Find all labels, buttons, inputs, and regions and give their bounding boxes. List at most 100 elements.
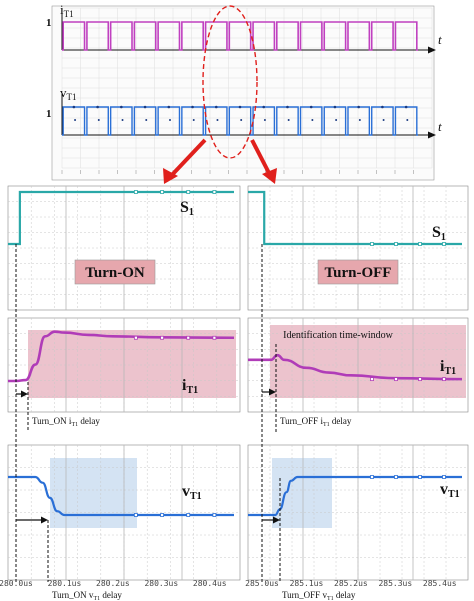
- overview-v-marker: [143, 105, 147, 109]
- trace-marker: [186, 335, 191, 340]
- overview-v-marker: [240, 119, 243, 121]
- turn-on-i-window: [28, 330, 236, 398]
- overview-v-marker: [97, 119, 100, 121]
- overview-v-marker: [145, 119, 148, 121]
- turn-off-i-delay-label: Turn_OFF iT1 delay: [280, 416, 352, 428]
- x-tick-label: 280.4us: [193, 579, 227, 588]
- detail-grids-overlay: [8, 186, 468, 580]
- overview-v-marker: [120, 105, 123, 109]
- overview-v-marker: [214, 105, 218, 109]
- turn-on-i-delay-label: Turn_ON iT1 delay: [32, 416, 100, 428]
- overview-time-ticks: [61, 170, 414, 174]
- x-tick-label: 285.4us: [423, 579, 457, 588]
- zoom-ellipse: [202, 5, 258, 159]
- turn-off-s1-label: S1: [432, 224, 446, 243]
- overview-v-ylabel: vT1: [60, 85, 77, 102]
- zoom-arrowhead-right: [262, 168, 277, 184]
- overview-v-marker: [286, 105, 289, 109]
- turn-on-v-delay-arrowhead: [41, 516, 48, 524]
- trace-marker: [186, 513, 191, 517]
- trace-marker: [370, 377, 374, 382]
- turn-off-vT1-trace: [248, 475, 463, 517]
- trace-marker: [442, 377, 446, 382]
- x-tick-label: 285.0us: [245, 579, 279, 588]
- turn-on-s1-label: S1: [180, 199, 194, 218]
- overview-v-marker: [262, 105, 266, 109]
- overview-v-marker: [192, 119, 195, 121]
- overview-v-marker: [309, 105, 313, 109]
- turn-off-v-delay-arrowhead: [273, 516, 280, 524]
- overview-v-marker: [263, 119, 266, 121]
- overview-frame: [51, 5, 435, 181]
- turn-on-v-label: vT1: [182, 483, 202, 502]
- overview-panel: iT1 1 t vT1 1 t: [46, 2, 442, 184]
- turn-off-label-box: [317, 259, 399, 285]
- trace-marker: [160, 513, 164, 517]
- overview-v-marker: [168, 119, 171, 121]
- overview-v-marker: [358, 119, 361, 121]
- overview-v-marker: [74, 119, 77, 121]
- turn-off-S1-trace: [248, 190, 462, 246]
- overview-i-ylabel: iT1: [60, 2, 74, 19]
- trace-marker: [418, 242, 422, 246]
- trace-marker: [186, 190, 191, 194]
- overview-v-marker: [406, 119, 409, 121]
- trace-marker: [418, 475, 422, 479]
- detail-waveforms: [8, 190, 463, 517]
- turn-on-S1-trace: [8, 190, 234, 246]
- turn-off-i-label: iT1: [440, 358, 456, 377]
- overview-v-marker: [381, 105, 384, 109]
- overview-grid: [61, 7, 433, 169]
- x-tick-label: 285.2us: [334, 579, 368, 588]
- trace-marker: [394, 475, 398, 479]
- trace-marker: [442, 242, 446, 246]
- overview-v-xlabel: t: [438, 119, 442, 134]
- trace-marker: [160, 335, 164, 340]
- turn-off-v-window: [272, 458, 332, 528]
- trace-marker: [394, 377, 398, 382]
- zoom-arrowhead-left: [163, 168, 178, 184]
- trace-marker: [212, 190, 217, 194]
- trace-marker: [133, 190, 138, 194]
- x-tick-label: 280.2us: [96, 579, 130, 588]
- trace-marker: [442, 475, 446, 479]
- trace-marker: [133, 513, 138, 517]
- trace-marker: [133, 335, 138, 340]
- trace-marker: [394, 242, 398, 246]
- overview-i-xlabel: t: [438, 32, 442, 47]
- trace-marker: [418, 377, 422, 382]
- x-tick-label: 280.0us: [0, 579, 33, 588]
- overview-v-marker: [72, 105, 76, 109]
- zoom-arrow-left: [168, 138, 207, 179]
- window-label: Identification time-window: [283, 330, 393, 341]
- zoom-arrow-right: [250, 139, 272, 176]
- overview-v-marker: [333, 105, 337, 109]
- overview-v-marker: [311, 119, 314, 121]
- overview-v-marker: [191, 105, 194, 109]
- turn-off-label: Turn-OFF: [325, 265, 392, 281]
- x-tick-label: 285.1us: [290, 579, 324, 588]
- overview-v-marker: [167, 105, 171, 109]
- detail-x-ticks: 280.0us 280.1us 280.2us 280.3us 280.4us 285.0…: [0, 579, 457, 588]
- overview-i-arrow: [428, 46, 436, 54]
- turn-on-i-label: iT1: [182, 377, 198, 396]
- turn-off-i-delay-arrowhead: [269, 388, 276, 396]
- turn-off-iT1-trace: [248, 353, 463, 381]
- x-tick-label: 280.3us: [144, 579, 178, 588]
- overview-v-marker: [96, 105, 99, 109]
- overview-v-marker: [404, 105, 408, 109]
- overview-v-markers: [72, 105, 409, 121]
- turn-on-vT1-trace: [8, 475, 234, 517]
- overview-v-marker: [216, 119, 219, 121]
- turn-on-v-delay-label: Turn_ON vT1 delay: [52, 590, 122, 601]
- x-tick-label: 285.3us: [378, 579, 412, 588]
- trace-marker: [212, 335, 217, 340]
- turn-off-v-label: vT1: [440, 481, 460, 500]
- trace-marker: [370, 242, 374, 246]
- overview-v-marker: [335, 119, 338, 121]
- overview-v-marker: [287, 119, 290, 121]
- overview-v-arrow: [428, 131, 436, 139]
- overview-v-marker: [238, 105, 242, 109]
- trace-marker: [212, 513, 217, 517]
